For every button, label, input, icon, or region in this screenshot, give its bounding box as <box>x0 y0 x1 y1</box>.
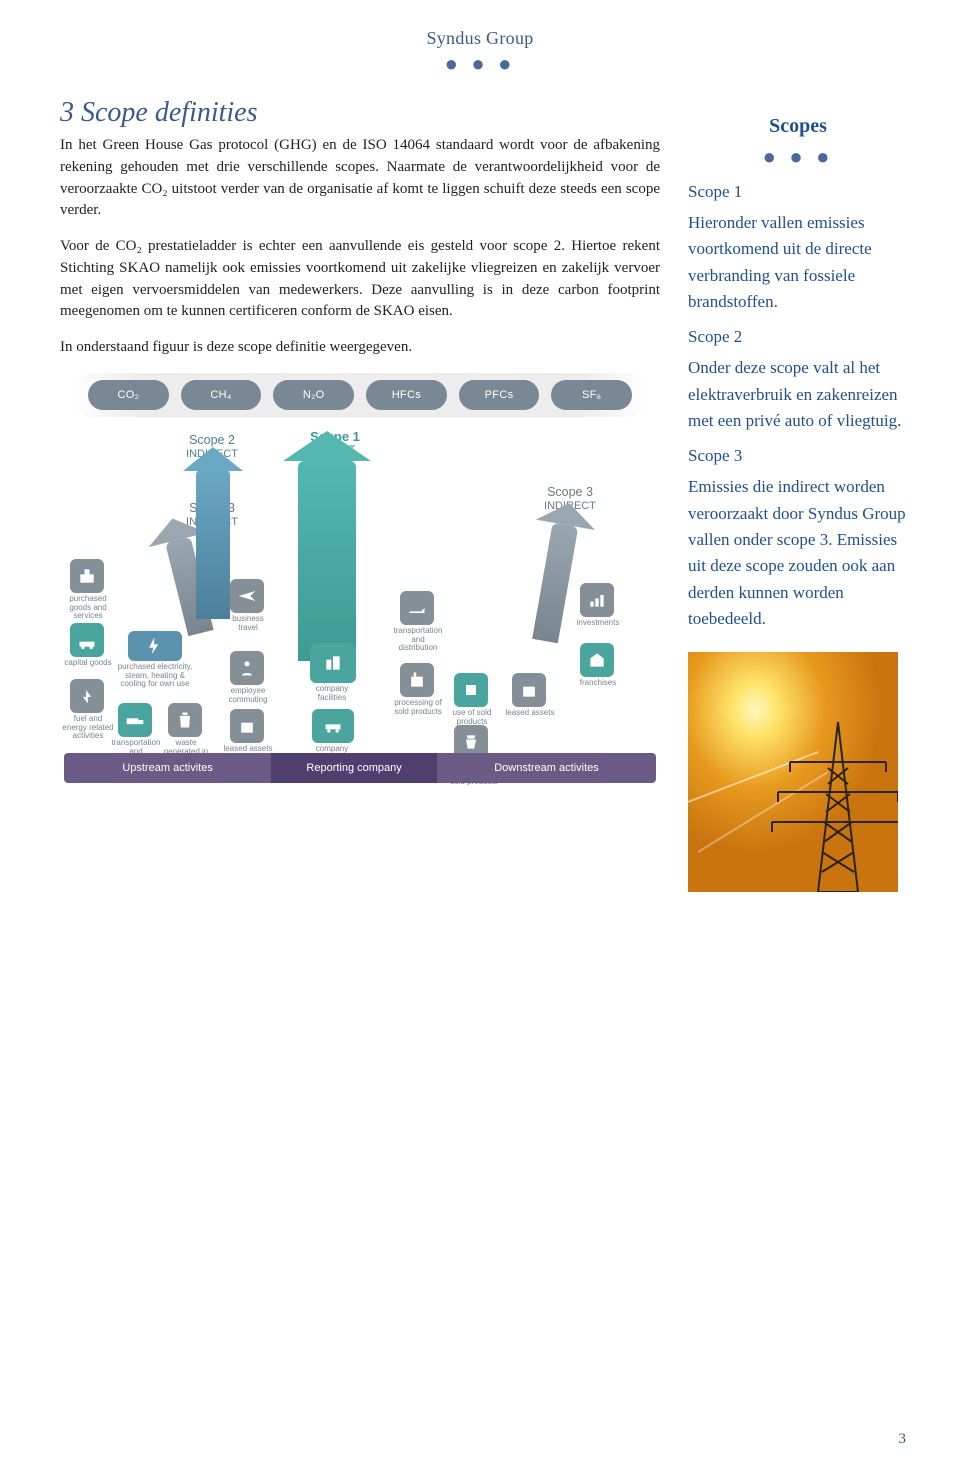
page-header: Syndus Group ● ● ● <box>0 0 960 77</box>
scope2-title: Scope 2 <box>172 433 252 448</box>
bottom-bar-reporting: Reporting company <box>271 753 437 783</box>
purchased-electricity-icon <box>128 631 182 661</box>
company-vehicles-icon <box>312 709 354 743</box>
scope1-heading: Scope 1 <box>688 182 908 202</box>
purchased-goods-icon <box>70 559 104 593</box>
content-row: 3 Scope definities In het Green House Ga… <box>0 77 960 892</box>
waste-icon <box>168 703 202 737</box>
tile-caption: company facilities <box>306 685 358 703</box>
employee-commute-icon <box>230 651 264 685</box>
scope1-text: Hieronder vallen emissies voortkomend ui… <box>688 210 908 315</box>
gas-pill: CH₄ <box>181 380 262 410</box>
tile-caption: capital goods <box>62 659 114 668</box>
tile-caption: use of sold products <box>446 709 498 727</box>
gas-pill: PFCs <box>459 380 540 410</box>
sidebar-title: Scopes <box>688 115 908 138</box>
tile-caption: fuel and energy related activities <box>62 715 114 741</box>
gas-pill: HFCs <box>366 380 447 410</box>
tile-caption: transportation and distribution <box>392 627 444 653</box>
company-facilities-icon <box>310 643 356 683</box>
scope1-arrow-icon <box>298 461 356 661</box>
ghg-scope-diagram: CO₂ CH₄ N₂O HFCs PFCs SF₆ Scope 2 INDIRE… <box>60 373 660 783</box>
pylon-sun-image <box>688 652 898 892</box>
diagram-bottom-bar: Upstream activites Reporting company Dow… <box>64 753 656 783</box>
paragraph-2: Voor de CO₂ prestatieladder is echter ee… <box>60 236 660 323</box>
processing-icon <box>400 663 434 697</box>
tile-caption: leased assets <box>504 709 556 718</box>
gas-pill: N₂O <box>273 380 354 410</box>
fuel-energy-icon <box>70 679 104 713</box>
investments-icon <box>580 583 614 617</box>
brand-name: Syndus Group <box>0 28 960 49</box>
scope3-heading: Scope 3 <box>688 446 908 466</box>
tile-caption: processing of sold products <box>392 699 444 717</box>
tile-caption: business travel <box>222 615 274 633</box>
sidebar: Scopes ● ● ● Scope 1 Hieronder vallen em… <box>688 97 908 892</box>
transport-down-icon <box>400 591 434 625</box>
scope2-text: Onder deze scope valt al het elektraverb… <box>688 355 908 434</box>
capital-goods-icon <box>70 623 104 657</box>
paragraph-1: In het Green House Gas protocol (GHG) en… <box>60 135 660 222</box>
leased-assets-down-icon <box>512 673 546 707</box>
section-title: 3 Scope definities <box>60 97 660 129</box>
use-sold-icon <box>454 673 488 707</box>
header-dots-icon: ● ● ● <box>0 51 960 77</box>
paragraph-3: In onderstaand figuur is deze scope defi… <box>60 337 660 359</box>
tile-caption: franchises <box>572 679 624 688</box>
tile-caption: employee commuting <box>222 687 274 705</box>
scope3-text: Emissies die indirect worden veroorzaakt… <box>688 474 908 632</box>
tile-caption: purchased electricity, steam, heating & … <box>116 663 194 689</box>
bottom-bar-upstream: Upstream activites <box>64 753 271 783</box>
page-number: 3 <box>899 1431 907 1448</box>
tile-caption: investments <box>572 619 624 628</box>
franchises-icon <box>580 643 614 677</box>
scope2-heading: Scope 2 <box>688 327 908 347</box>
sidebar-dots-icon: ● ● ● <box>688 144 908 170</box>
leased-assets-up-icon <box>230 709 264 743</box>
gas-pill: CO₂ <box>88 380 169 410</box>
business-travel-icon <box>230 579 264 613</box>
bottom-bar-downstream: Downstream activites <box>437 753 656 783</box>
gas-row: CO₂ CH₄ N₂O HFCs PFCs SF₆ <box>70 373 650 417</box>
main-column: 3 Scope definities In het Green House Ga… <box>60 97 660 892</box>
scope2-arrow-icon <box>196 469 230 619</box>
transport-up-icon <box>118 703 152 737</box>
tile-caption: purchased goods and services <box>62 595 114 621</box>
gas-pill: SF₆ <box>551 380 632 410</box>
